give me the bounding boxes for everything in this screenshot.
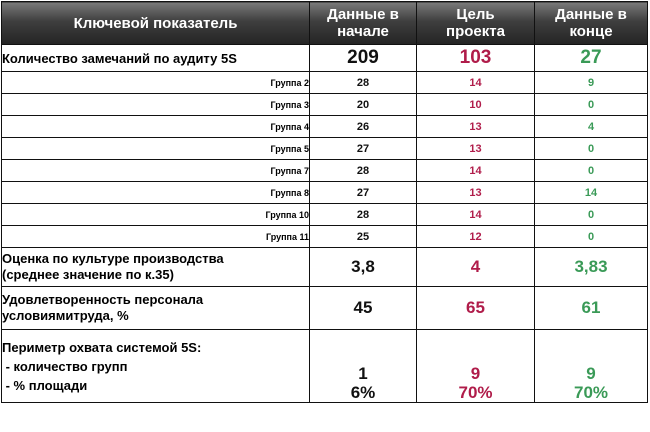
row-label: Периметр охвата системой 5S: - количеств…	[1, 329, 310, 403]
group-row: Группа 10 28 14 0	[1, 203, 648, 226]
header-goal: Цель проекта	[416, 1, 535, 45]
start-value: 28	[309, 159, 417, 182]
start-value: 28	[309, 71, 417, 94]
start-value: 28	[309, 203, 417, 226]
area-percent-value: 70%	[458, 383, 493, 402]
goal-value: 65	[416, 286, 535, 330]
header-row: Ключевой показатель Данные в начале Цель…	[1, 1, 648, 45]
start-value: 27	[309, 137, 417, 160]
goal-value: 9 70%	[416, 329, 535, 403]
end-value: 3,83	[534, 247, 648, 287]
start-value: 20	[309, 93, 417, 116]
header-start-line: начале	[337, 23, 389, 40]
group-row: Группа 11 25 12 0	[1, 225, 648, 248]
header-start-line: Данные в	[327, 6, 399, 23]
start-value: 45	[309, 286, 417, 330]
end-value: 4	[534, 115, 648, 138]
group-label: Группа 11	[1, 225, 310, 248]
end-value: 0	[534, 137, 648, 160]
start-value: 25	[309, 225, 417, 248]
row-label-line: (среднее значение по к.35)	[2, 267, 174, 282]
production-culture-row: Оценка по культуре производства (среднее…	[1, 247, 648, 287]
header-goal-line: Цель	[456, 6, 495, 23]
goal-value: 12	[416, 225, 535, 248]
header-indicator: Ключевой показатель	[1, 1, 310, 45]
group-label: Группа 7	[1, 159, 310, 182]
group-row: Группа 4 26 13 4	[1, 115, 648, 138]
end-value: 9	[534, 71, 648, 94]
row-label-line: Оценка по культуре производства	[2, 251, 224, 266]
start-value: 1 6%	[309, 329, 417, 403]
groups-count-value: 9	[470, 364, 481, 383]
row-label-line: Периметр охвата системой 5S:	[2, 339, 202, 355]
groups-count-value: 1	[358, 364, 368, 383]
header-goal-line: проекта	[446, 23, 505, 40]
header-end: Данные в конце	[534, 1, 648, 45]
start-value: 27	[309, 181, 417, 204]
groups-count-value: 9	[586, 364, 596, 383]
end-value: 14	[534, 181, 648, 204]
row-label-line: - количество групп	[2, 358, 128, 374]
end-value: 0	[534, 225, 648, 248]
goal-value: 13	[416, 181, 535, 204]
kpi-table: Ключевой показатель Данные в начале Цель…	[1, 1, 648, 403]
header-start: Данные в начале	[309, 1, 417, 45]
goal-value: 103	[416, 44, 535, 72]
area-percent-value: 70%	[573, 383, 609, 402]
group-label: Группа 3	[1, 93, 310, 116]
start-value: 209	[309, 44, 417, 72]
group-label: Группа 2	[1, 71, 310, 94]
end-value: 61	[534, 286, 648, 330]
end-value: 0	[534, 203, 648, 226]
goal-value: 13	[416, 137, 535, 160]
row-label: Количество замечаний по аудиту 5S	[1, 44, 310, 72]
staff-satisfaction-row: Удовлетворенность персонала условиямитру…	[1, 286, 648, 330]
end-value: 9 70%	[534, 329, 648, 403]
group-label: Группа 5	[1, 137, 310, 160]
end-value: 0	[534, 93, 648, 116]
row-label: Оценка по культуре производства (среднее…	[1, 247, 310, 287]
end-value: 0	[534, 159, 648, 182]
goal-value: 14	[416, 203, 535, 226]
group-label: Группа 8	[1, 181, 310, 204]
goal-value: 10	[416, 93, 535, 116]
header-end-line: Данные в	[555, 6, 627, 23]
group-row: Группа 2 28 14 9	[1, 71, 648, 94]
group-row: Группа 8 27 13 14	[1, 181, 648, 204]
goal-value: 13	[416, 115, 535, 138]
start-value: 3,8	[309, 247, 417, 287]
goal-value: 4	[416, 247, 535, 287]
goal-value: 14	[416, 71, 535, 94]
group-row: Группа 5 27 13 0	[1, 137, 648, 160]
row-label-line: условиямитруда, %	[2, 308, 129, 323]
start-value: 26	[309, 115, 417, 138]
header-end-line: конце	[569, 23, 613, 40]
group-row: Группа 3 20 10 0	[1, 93, 648, 116]
group-row: Группа 7 28 14 0	[1, 159, 648, 182]
5s-coverage-row: Периметр охвата системой 5S: - количеств…	[1, 329, 648, 403]
goal-value: 14	[416, 159, 535, 182]
row-label-line: - % площади	[2, 377, 88, 393]
group-label: Группа 4	[1, 115, 310, 138]
row-label: Удовлетворенность персонала условиямитру…	[1, 286, 310, 330]
area-percent-value: 6%	[350, 383, 376, 402]
end-value: 27	[534, 44, 648, 72]
group-label: Группа 10	[1, 203, 310, 226]
row-label-line: Удовлетворенность персонала	[2, 292, 204, 307]
total-remarks-row: Количество замечаний по аудиту 5S 209 10…	[1, 44, 648, 72]
